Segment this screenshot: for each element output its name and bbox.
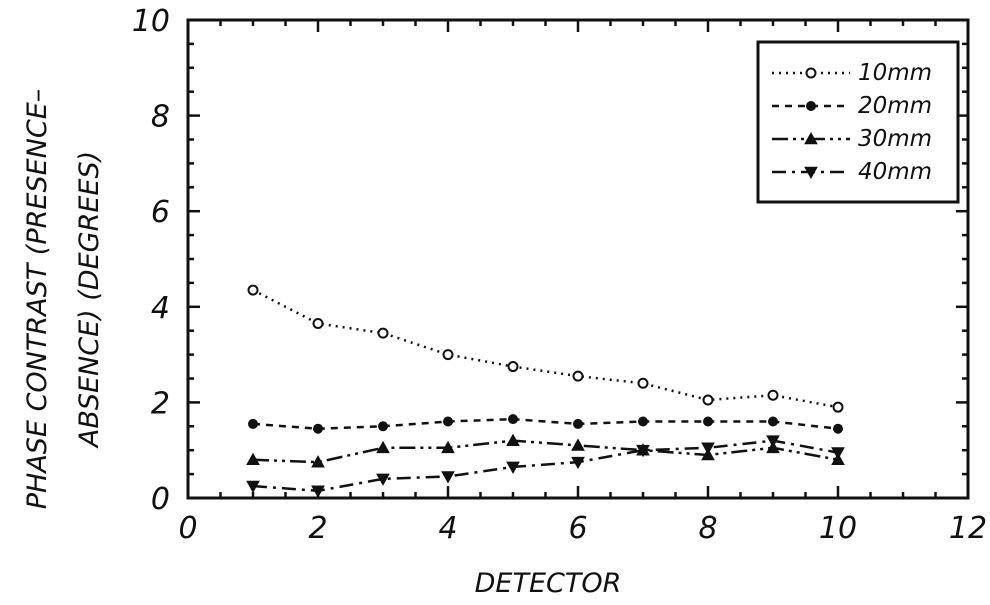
x-tick-label: 2 <box>308 511 327 546</box>
data-point-20mm <box>833 423 843 434</box>
x-tick-label: 0 <box>178 511 197 546</box>
series-line-30mm <box>252 439 839 464</box>
data-point-10mm <box>507 361 519 373</box>
legend-marker <box>804 166 818 180</box>
data-point-40mm <box>376 473 390 486</box>
data-point-20mm <box>248 418 258 429</box>
data-point-40mm <box>571 456 585 470</box>
data-point-10mm <box>702 394 714 406</box>
y-tick-label: 10 <box>132 4 170 39</box>
data-point-20mm <box>313 423 323 434</box>
legend-entry-40mm: 40mm <box>772 159 932 185</box>
data-point-10mm <box>767 389 779 401</box>
data-point-20mm <box>443 416 453 427</box>
data-point-10mm <box>247 284 259 296</box>
data-point-10mm <box>832 401 844 413</box>
series-30mm <box>246 433 845 468</box>
data-point-30mm <box>246 452 260 466</box>
series-20mm <box>248 414 843 434</box>
series-40mm <box>246 435 845 498</box>
data-point-40mm <box>766 435 780 448</box>
legend-marker <box>804 131 818 145</box>
data-point-30mm <box>571 438 585 451</box>
legend: 10mm 20mm 30mm 40mm <box>756 40 960 204</box>
x-tick-label: 8 <box>698 511 717 546</box>
legend-label: 10mm <box>858 60 932 86</box>
data-point-40mm <box>246 480 260 494</box>
data-point-20mm <box>378 421 388 432</box>
legend-box <box>756 40 960 204</box>
legend-label: 20mm <box>858 93 932 119</box>
data-point-10mm <box>377 327 389 339</box>
data-point-30mm <box>506 433 520 446</box>
data-point-40mm <box>441 471 455 484</box>
series-line-10mm <box>252 288 839 409</box>
y-axis-title-line: ABSENCE) (DEGREES) <box>74 151 105 449</box>
data-point-40mm <box>831 447 845 460</box>
data-point-40mm <box>636 444 650 458</box>
y-tick-label: 4 <box>151 291 170 326</box>
y-tick-label: 8 <box>151 100 170 135</box>
data-point-20mm <box>703 416 713 427</box>
data-point-30mm <box>311 455 325 468</box>
data-point-10mm <box>637 377 649 389</box>
series-layer <box>246 284 845 498</box>
legend-label: 30mm <box>858 126 932 152</box>
data-point-10mm <box>442 349 454 361</box>
x-axis-title: DETECTOR <box>475 568 622 599</box>
data-point-20mm <box>573 418 583 429</box>
series-10mm <box>247 284 844 413</box>
y-tick-label: 0 <box>151 482 170 517</box>
data-point-40mm <box>311 485 325 498</box>
data-point-30mm <box>376 440 390 454</box>
data-point-20mm <box>768 416 778 427</box>
data-point-40mm <box>506 461 520 474</box>
data-point-20mm <box>638 416 648 427</box>
x-tick-label: 10 <box>819 511 857 546</box>
legend-entry-20mm: 20mm <box>772 93 932 119</box>
legend-label: 40mm <box>858 159 932 185</box>
legend-marker <box>805 67 817 79</box>
y-axis-title-line: PHASE CONTRAST (PRESENCE– <box>22 89 53 510</box>
y-tick-label: 2 <box>151 386 170 421</box>
data-point-20mm <box>508 414 518 425</box>
series-line-40mm <box>252 439 839 493</box>
data-point-10mm <box>572 370 584 382</box>
data-point-40mm <box>701 442 715 455</box>
axes: 0 2 4 6 8 10 12 0 2 4 6 8 10 DETECTOR PHASE CONTRAST (… <box>22 4 987 599</box>
x-tick-label: 12 <box>949 511 987 546</box>
legend-entry-30mm: 30mm <box>772 126 932 152</box>
data-point-30mm <box>441 440 455 454</box>
x-tick-label: 6 <box>568 511 587 546</box>
legend-entry-10mm: 10mm <box>772 60 932 86</box>
data-point-10mm <box>312 318 324 330</box>
y-tick-label: 6 <box>151 195 170 230</box>
series-line-20mm <box>252 417 839 430</box>
legend-marker <box>806 101 816 111</box>
x-tick-label: 4 <box>438 511 457 546</box>
